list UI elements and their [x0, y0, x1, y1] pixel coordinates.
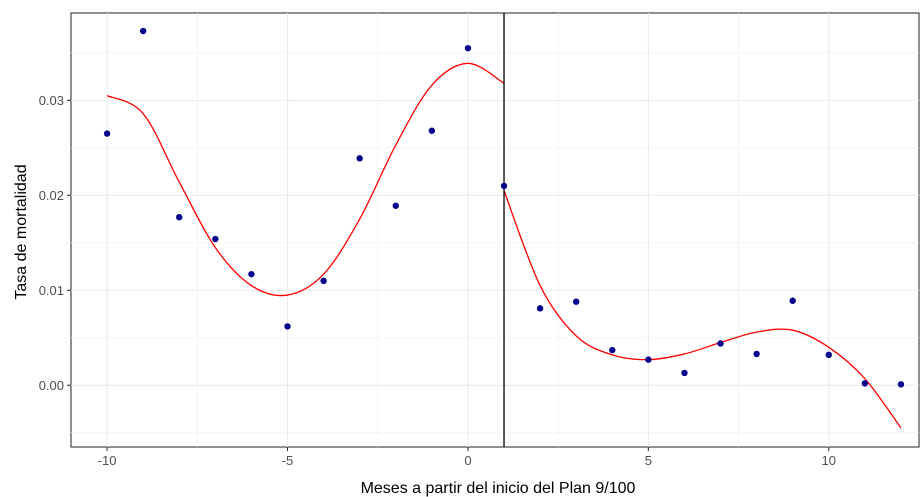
data-point — [320, 277, 327, 285]
fit-curves — [106, 62, 902, 429]
y-axis-ticks: 0.00 0.01 0.02 0.03 — [39, 93, 71, 393]
data-point — [356, 155, 363, 162]
data-point — [572, 298, 580, 305]
data-point — [536, 305, 544, 312]
data-point — [176, 213, 183, 221]
data-point — [789, 297, 796, 304]
data-point — [139, 27, 147, 35]
data-point — [464, 44, 472, 52]
data-point — [609, 346, 616, 354]
data-point — [825, 351, 832, 359]
data-point — [861, 380, 869, 387]
x-tick-label: 10 — [822, 453, 836, 468]
plot-panel — [70, 12, 920, 448]
x-tick-label: -10 — [98, 453, 117, 468]
data-point — [645, 356, 652, 363]
data-point — [717, 340, 724, 347]
data-point — [284, 323, 291, 330]
fit-curve-before — [106, 62, 505, 297]
y-tick-label: 0.02 — [39, 188, 64, 203]
x-tick-label: 0 — [464, 453, 471, 468]
data-point — [392, 202, 399, 209]
data-point — [897, 381, 905, 388]
x-tick-label: 5 — [645, 453, 652, 468]
data-point — [500, 182, 508, 190]
data-points — [103, 27, 905, 388]
x-tick-label: -5 — [282, 453, 294, 468]
x-axis-ticks: -10 -5 0 5 10 — [98, 447, 836, 468]
data-point — [681, 369, 688, 377]
y-tick-label: 0.01 — [39, 283, 64, 298]
x-axis-title: Meses a partir del inicio del Plan 9/100 — [361, 480, 636, 497]
data-point — [753, 350, 760, 358]
fit-curve-after — [503, 190, 902, 429]
data-point — [248, 270, 255, 278]
y-axis-title: Tasa de mortalidad — [13, 164, 30, 299]
major-gridlines — [71, 13, 919, 447]
data-point — [103, 130, 111, 137]
data-point — [428, 127, 436, 134]
data-point — [212, 235, 219, 243]
y-tick-label: 0.03 — [39, 93, 64, 108]
y-tick-label: 0.00 — [39, 378, 64, 393]
